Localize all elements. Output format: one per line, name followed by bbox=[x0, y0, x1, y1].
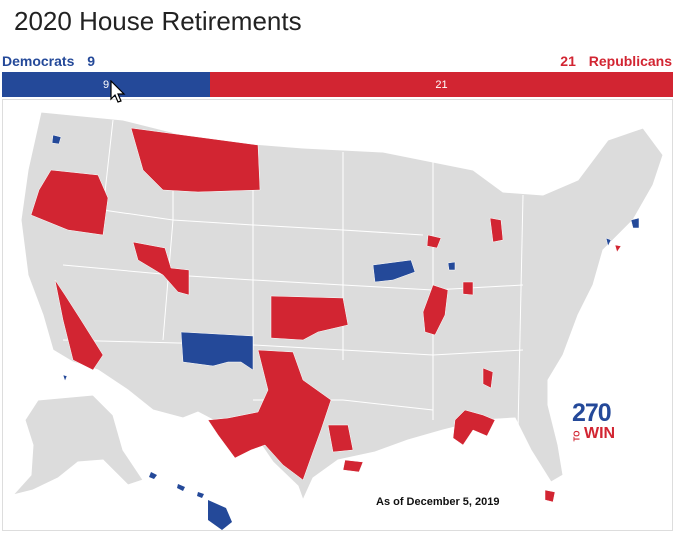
democrat-tally: Democrats 9 bbox=[2, 53, 95, 69]
utah-district bbox=[132, 241, 190, 296]
illinois-north-district bbox=[426, 234, 442, 249]
oregon-district bbox=[30, 169, 109, 236]
as-of-date: As of December 5, 2019 bbox=[376, 496, 500, 508]
texas-east-district bbox=[327, 424, 354, 453]
georgia-district bbox=[482, 367, 494, 389]
democrat-label: Democrats bbox=[2, 53, 75, 69]
montana-district bbox=[130, 127, 261, 193]
republican-count: 21 bbox=[560, 53, 576, 69]
illinois-district bbox=[422, 284, 449, 336]
florida-district bbox=[544, 489, 556, 503]
republican-tally: 21 Republicans bbox=[560, 53, 672, 69]
us-district-map bbox=[11, 111, 664, 530]
mouse-cursor-icon bbox=[110, 80, 126, 103]
republican-label: Republicans bbox=[588, 53, 672, 69]
michigan-district bbox=[489, 217, 504, 243]
colorado-district bbox=[270, 295, 349, 341]
hawaii-shape bbox=[149, 472, 232, 530]
new-mexico-district bbox=[180, 331, 254, 371]
washington-district bbox=[51, 134, 62, 145]
page-title: 2020 House Retirements bbox=[14, 6, 302, 36]
massachusetts-district bbox=[630, 217, 640, 229]
california-south-district bbox=[62, 374, 68, 382]
indiana-district bbox=[462, 281, 474, 296]
map-container bbox=[2, 99, 673, 531]
texas-district bbox=[207, 349, 332, 481]
louisiana-district bbox=[342, 459, 364, 473]
logo-to: TO bbox=[572, 430, 582, 442]
logo-to-win: TO WIN bbox=[572, 426, 624, 444]
new-york-district bbox=[605, 237, 612, 247]
270towin-logo: 270 TO WIN bbox=[572, 400, 624, 444]
california-district bbox=[54, 279, 104, 371]
alaska-shape bbox=[11, 394, 144, 496]
illinois-chicago-district bbox=[447, 261, 456, 271]
republican-districts bbox=[30, 127, 622, 503]
alabama-district bbox=[452, 409, 496, 446]
new-jersey-district bbox=[614, 244, 622, 253]
logo-win: WIN bbox=[583, 425, 616, 442]
iowa-district bbox=[372, 259, 416, 283]
democrat-count: 9 bbox=[87, 53, 96, 69]
democrat-districts bbox=[51, 134, 640, 382]
logo-number: 270 bbox=[572, 399, 612, 427]
retirement-bar: 9 21 bbox=[2, 72, 673, 97]
democrat-bar-segment[interactable]: 9 bbox=[2, 72, 210, 97]
republican-bar-segment[interactable]: 21 bbox=[210, 72, 673, 97]
